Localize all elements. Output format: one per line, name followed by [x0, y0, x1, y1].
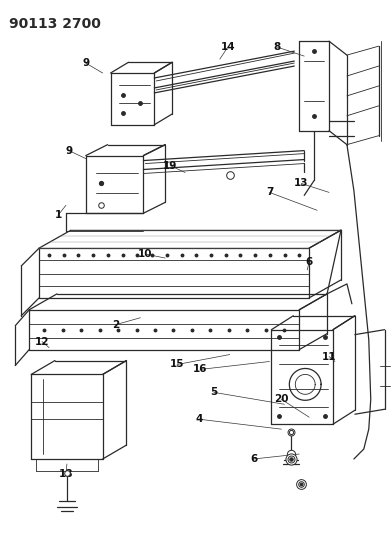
Text: 1: 1: [54, 210, 62, 220]
Text: 14: 14: [220, 42, 235, 52]
Text: 8: 8: [274, 42, 281, 52]
Text: 2: 2: [112, 320, 119, 330]
Text: 19: 19: [163, 160, 177, 171]
Text: 10: 10: [138, 249, 152, 259]
Text: 9: 9: [65, 146, 73, 156]
Text: 6: 6: [250, 454, 257, 464]
Text: 5: 5: [210, 387, 218, 397]
Text: 13: 13: [294, 179, 309, 189]
Text: 11: 11: [322, 352, 336, 361]
Text: 20: 20: [274, 394, 289, 405]
Text: 7: 7: [266, 188, 273, 197]
Text: 18: 18: [59, 469, 73, 479]
Text: 16: 16: [193, 365, 207, 375]
Text: 12: 12: [35, 337, 49, 346]
Text: 9: 9: [82, 58, 89, 68]
Text: 6: 6: [306, 257, 313, 267]
Text: 90113 2700: 90113 2700: [9, 17, 101, 31]
Text: 4: 4: [195, 414, 203, 424]
Text: 15: 15: [170, 359, 184, 369]
